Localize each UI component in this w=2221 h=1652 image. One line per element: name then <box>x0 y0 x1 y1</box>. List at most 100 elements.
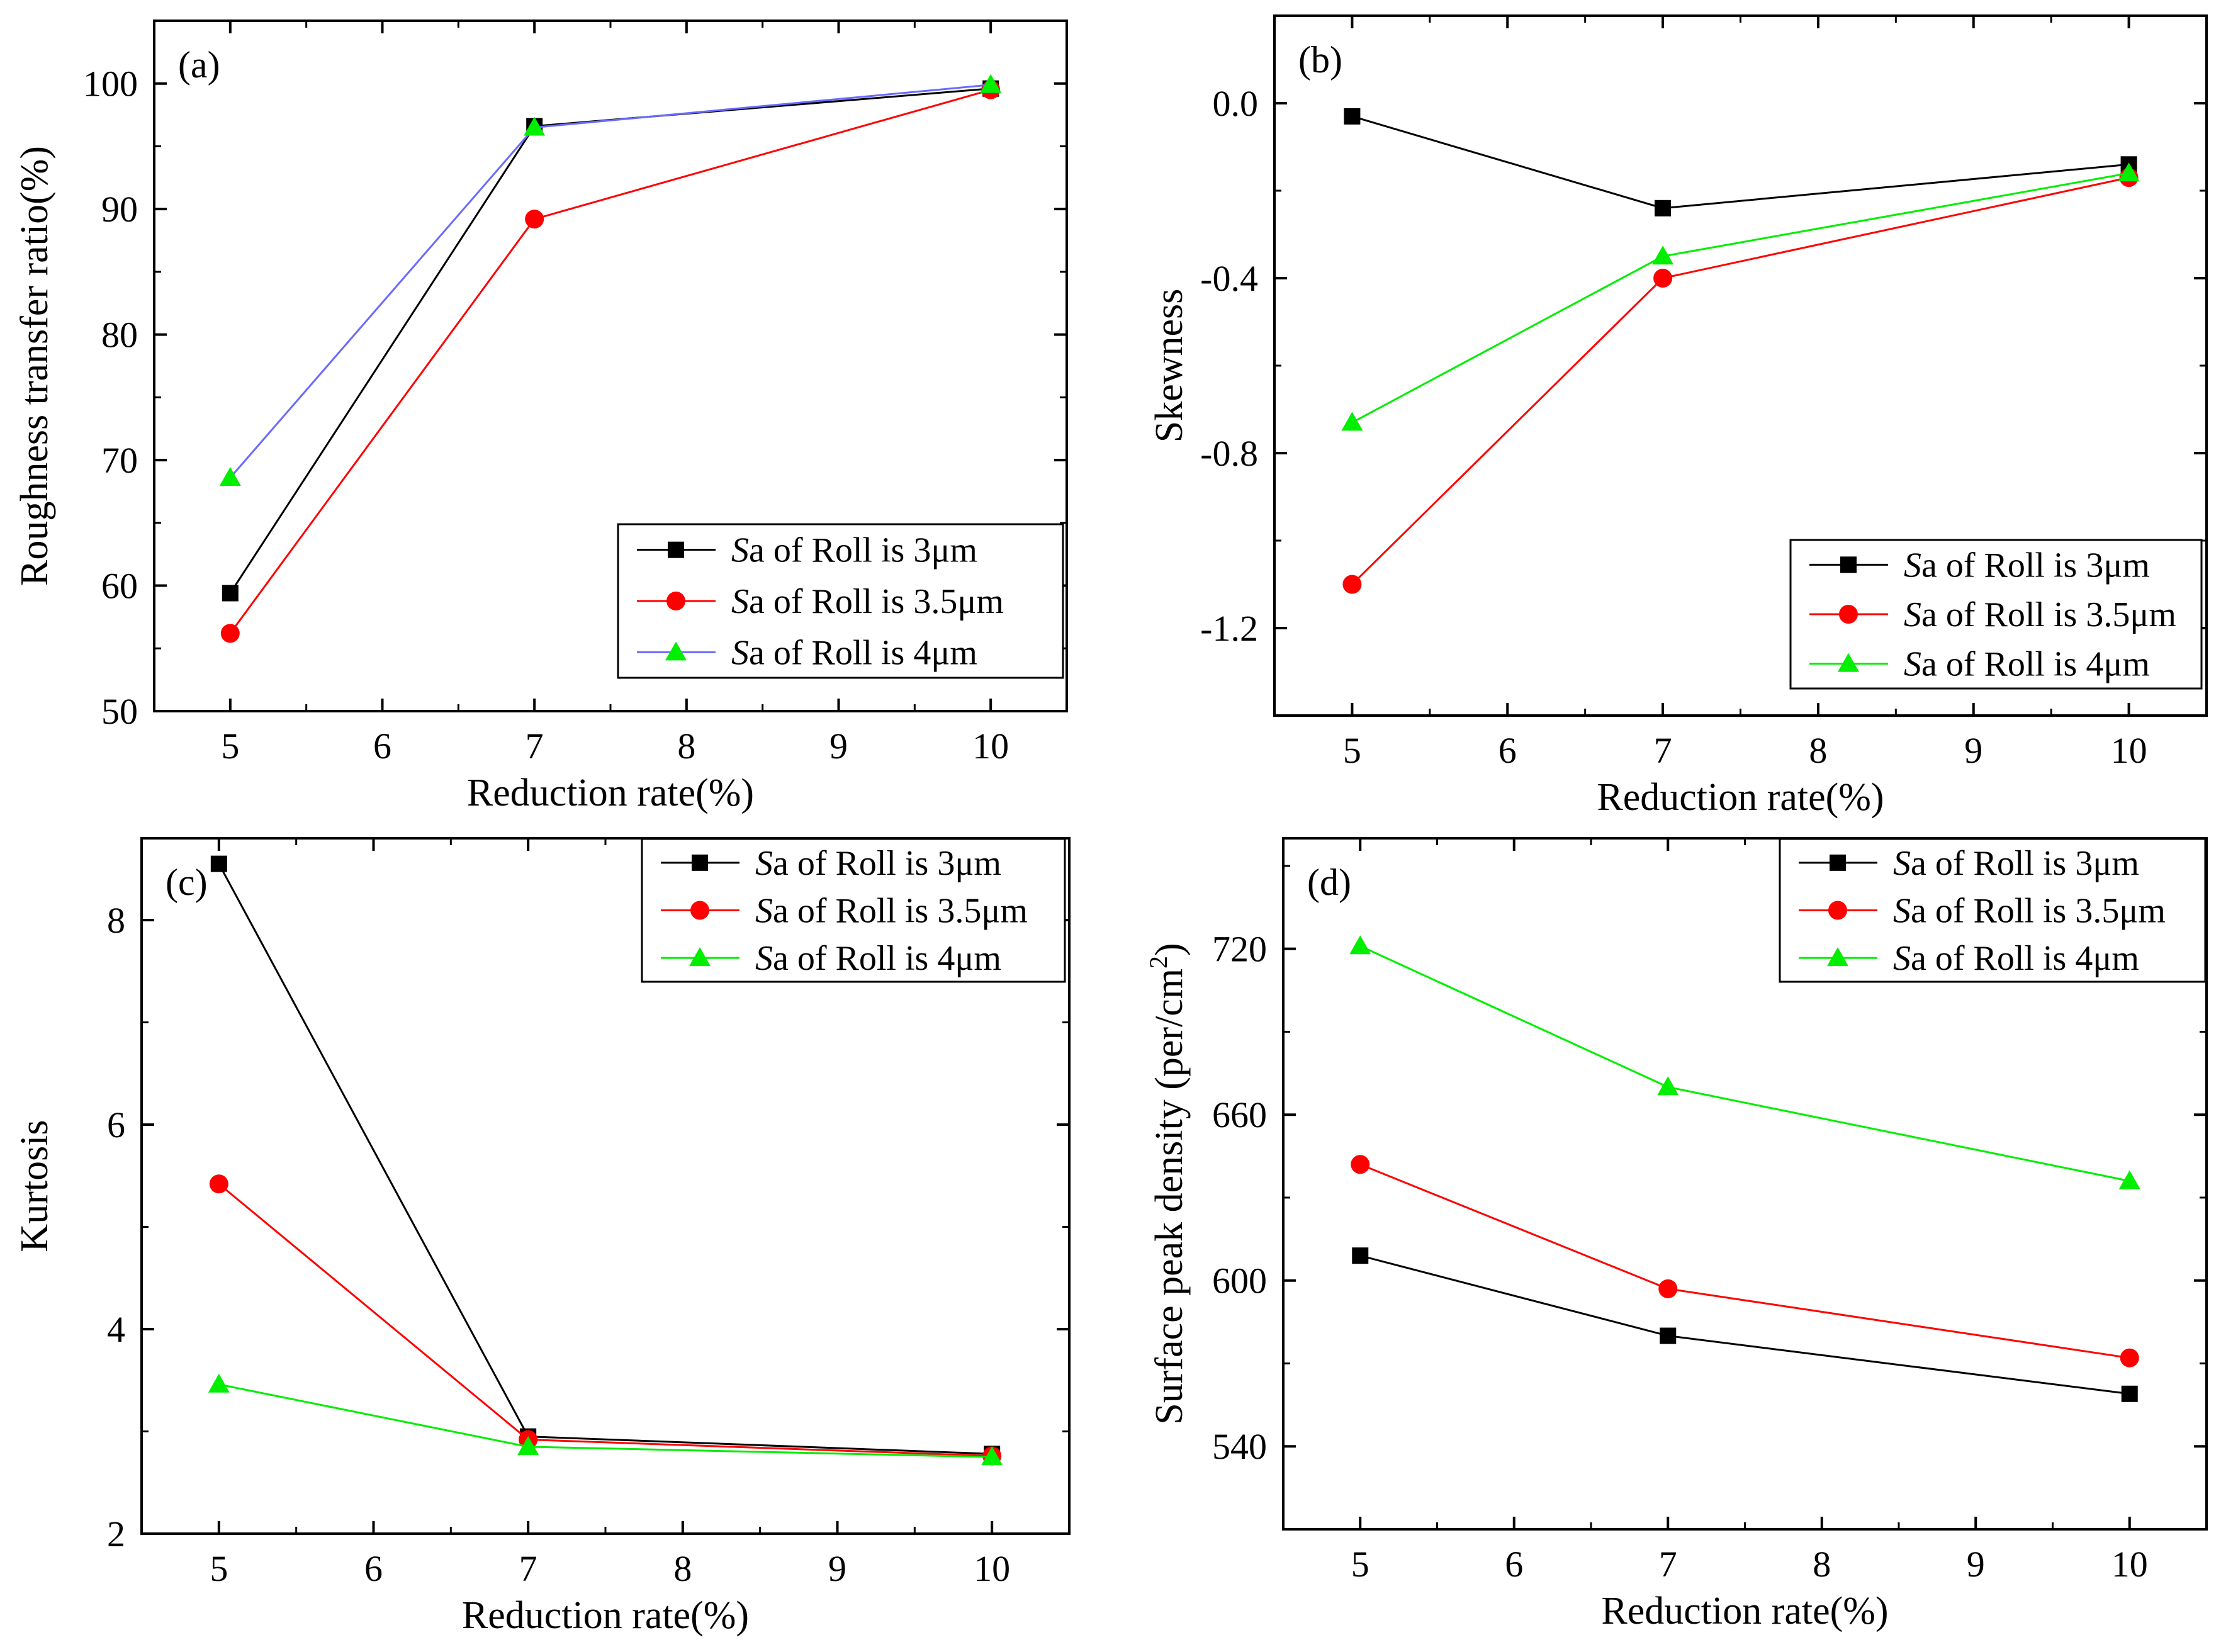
y-tick-label: -0.8 <box>1200 433 1258 474</box>
legend-entry: Sa of Roll is 4μm <box>1904 645 2150 684</box>
series-line <box>229 87 991 594</box>
legend-entry-text: a of Roll is 4μm <box>1921 645 2150 684</box>
x-tick-label: 5 <box>1351 1544 1369 1585</box>
legend-entry-italic: S <box>731 633 749 672</box>
legend-marker <box>668 541 684 558</box>
x-tick-label: 6 <box>1498 730 1517 771</box>
y-axis-label: Skewness <box>1148 289 1191 443</box>
legend-entry-italic: S <box>1893 892 1911 931</box>
legend-entry-italic: S <box>1893 939 1911 978</box>
y-tick-label: 2 <box>107 1514 125 1554</box>
legend-marker <box>1830 854 1846 871</box>
chart-panel-c: 5 6 7 8 9 10 2 4 6 8 Reduction rate(%) Kurtosis (c) S… <box>13 837 1071 1637</box>
legend-marker <box>1839 605 1858 624</box>
y-tick-label: 600 <box>1212 1261 1267 1301</box>
legend-marker <box>692 854 708 871</box>
y-tick-label: 70 <box>101 440 138 481</box>
legend-entry: Sa of Roll is 4μm <box>755 939 1001 978</box>
x-tick-label: 8 <box>677 726 695 767</box>
legend-entry-text: a of Roll is 4μm <box>1911 939 2139 978</box>
series-2 <box>1351 1155 2139 1368</box>
x-tick-label: 8 <box>673 1548 692 1589</box>
x-tick-label: 9 <box>829 726 848 767</box>
x-tick-label: 10 <box>2111 1544 2148 1585</box>
data-point <box>517 1436 539 1455</box>
data-point <box>1660 1327 1677 1344</box>
data-point <box>980 74 1002 93</box>
legend-marker <box>1840 556 1857 573</box>
x-tick-label: 8 <box>1809 730 1827 771</box>
x-tick-label: 10 <box>972 726 1009 767</box>
y-tick-label: 50 <box>101 691 138 732</box>
data-point <box>1658 1279 1678 1298</box>
x-tick-label: 9 <box>828 1548 846 1589</box>
y-axis-label-end: ) <box>1148 943 1191 956</box>
legend-entry-italic: S <box>1904 546 1921 585</box>
x-tick-label: 7 <box>1659 1544 1677 1585</box>
x-tick-label: 6 <box>1505 1544 1523 1585</box>
data-point <box>210 855 227 872</box>
y-axis-label-superscript: 2 <box>1144 956 1172 969</box>
legend-marker <box>1828 901 1847 920</box>
data-point <box>1657 1076 1679 1096</box>
x-tick-label: 5 <box>221 726 239 767</box>
legend-entry-italic: S <box>755 844 773 883</box>
y-tick-label: 4 <box>107 1309 125 1350</box>
series-line <box>1351 172 2129 424</box>
legend-marker <box>690 901 709 920</box>
panel-label: (d) <box>1307 862 1351 903</box>
x-tick-label: 7 <box>519 1548 537 1589</box>
chart-panel-a: 5 6 7 8 9 10 50 60 70 80 90 100 Reduction rate(%) Rou… <box>13 20 1068 814</box>
series-3 <box>208 1373 1003 1466</box>
x-axis-label: Reduction rate(%) <box>467 772 754 814</box>
y-axis-label: Kurtosis <box>13 1120 56 1252</box>
x-tick-label: 6 <box>364 1548 383 1589</box>
data-point <box>2121 1385 2138 1402</box>
y-tick-label: -0.4 <box>1200 258 1258 299</box>
series-1 <box>1344 108 2137 216</box>
legend-marker <box>1838 653 1859 672</box>
data-point <box>1344 108 1361 125</box>
series-3 <box>1341 162 2140 431</box>
series-line <box>1359 1254 2130 1395</box>
legend-entry-text: a of Roll is 4μm <box>773 939 1001 978</box>
series-1 <box>1352 1247 2138 1402</box>
legend-entry: Sa of Roll is 4μm <box>1893 939 2139 978</box>
legend-entry: Sa of Roll is 3.5μm <box>1893 892 2166 931</box>
data-point <box>524 116 546 136</box>
data-point <box>1341 412 1363 431</box>
panel-label: (c) <box>166 862 208 903</box>
x-axis-label: Reduction rate(%) <box>1601 1590 1888 1632</box>
legend-entry-italic: S <box>755 892 773 931</box>
y-tick-label: 660 <box>1212 1094 1267 1135</box>
x-tick-label: 7 <box>526 726 544 767</box>
series-3 <box>1349 935 2140 1189</box>
legend-entry-italic: S <box>731 531 749 570</box>
legend-entry-text: a of Roll is 3μm <box>773 844 1001 883</box>
series-2 <box>1342 168 2139 594</box>
data-point <box>219 467 241 486</box>
y-axis-label: Roughness transfer ratio(%) <box>13 146 56 586</box>
legend-entry-text: a of Roll is 3.5μm <box>749 582 1004 621</box>
series-line <box>1359 1163 2130 1359</box>
y-tick-label: 90 <box>101 189 138 230</box>
legend-entry-text: a of Roll is 3μm <box>1911 844 2139 883</box>
chart-panel-b: 5 6 7 8 9 10 0.0 -0.4 -0.8 -1.2 Reduction rate(%) S… <box>1148 14 2208 819</box>
legend-marker <box>665 641 687 661</box>
data-point <box>208 1373 230 1393</box>
y-tick-label: 60 <box>101 566 138 607</box>
legend-entry-italic: S <box>1904 645 1921 684</box>
legend-entry: Sa of Roll is 4μm <box>731 633 977 672</box>
legend-entry-italic: S <box>1893 844 1911 883</box>
legend-entry-text: a of Roll is 3.5μm <box>1911 892 2166 931</box>
data-point <box>222 585 239 602</box>
chart-panel-d: 5 6 7 8 9 10 540 600 660 720 Reduction rate(%) Surf… <box>1144 837 2208 1632</box>
panel-label: (a) <box>178 44 220 86</box>
series-line <box>1351 176 2129 585</box>
series-line <box>218 1183 992 1457</box>
series-2 <box>209 1174 1002 1466</box>
